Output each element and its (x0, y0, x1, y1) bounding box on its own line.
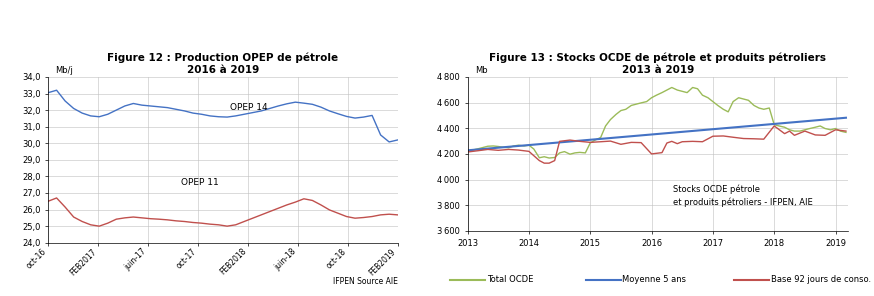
Line: Base 92 jours de conso.: Base 92 jours de conso. (468, 126, 846, 163)
Base 92 jours de conso. (595, 140, 606, 144)
Total OCDE (759, 107, 769, 111)
Base 92 jours de conso. (759, 137, 769, 141)
Text: Stocks OCDE pétrole
et produits pétroliers - IFPEN, AIE: Stocks OCDE pétrole et produits pétrolie… (673, 185, 813, 207)
Base 92 jours de conso. (810, 133, 821, 137)
Base 92 jours de conso. (739, 137, 749, 140)
Base 92 jours de conso. (830, 128, 841, 132)
Base 92 jours de conso. (585, 141, 595, 144)
Base 92 jours de conso. (672, 142, 683, 145)
Base 92 jours de conso. (473, 149, 483, 152)
Base 92 jours de conso. (636, 141, 647, 144)
Base 92 jours de conso. (503, 148, 514, 151)
Total OCDE (462, 149, 473, 153)
Text: Moyenne 5 ans: Moyenne 5 ans (622, 275, 686, 284)
Base 92 jours de conso. (667, 140, 677, 143)
Base 92 jours de conso. (789, 133, 800, 137)
Base 92 jours de conso. (513, 148, 524, 152)
Base 92 jours de conso. (550, 159, 560, 163)
Base 92 jours de conso. (677, 140, 688, 144)
Base 92 jours de conso. (718, 134, 729, 138)
Base 92 jours de conso. (605, 139, 615, 143)
Title: Figure 12 : Production OPEP de pétrole
2016 à 2019: Figure 12 : Production OPEP de pétrole 2… (108, 53, 338, 75)
Total OCDE (841, 131, 851, 134)
Base 92 jours de conso. (656, 151, 667, 155)
Base 92 jours de conso. (749, 137, 760, 141)
Total OCDE (493, 145, 503, 148)
Total OCDE (773, 124, 784, 128)
Base 92 jours de conso. (769, 124, 780, 128)
Base 92 jours de conso. (524, 149, 534, 153)
Base 92 jours de conso. (800, 129, 810, 133)
Line: Total OCDE: Total OCDE (468, 88, 846, 158)
Text: IFPEN Source AIE: IFPEN Source AIE (333, 277, 398, 286)
Base 92 jours de conso. (493, 149, 503, 152)
Base 92 jours de conso. (544, 161, 554, 165)
Base 92 jours de conso. (534, 159, 545, 163)
Base 92 jours de conso. (626, 141, 636, 144)
Total OCDE (667, 86, 677, 89)
Text: Mb/j: Mb/j (55, 66, 73, 75)
Base 92 jours de conso. (728, 136, 739, 139)
Total OCDE (544, 156, 554, 160)
Base 92 jours de conso. (615, 142, 626, 146)
Base 92 jours de conso. (565, 138, 575, 142)
Base 92 jours de conso. (841, 129, 851, 133)
Base 92 jours de conso. (784, 129, 794, 133)
Base 92 jours de conso. (820, 133, 830, 137)
Base 92 jours de conso. (574, 140, 585, 143)
Text: Mb: Mb (475, 66, 488, 75)
Total OCDE (784, 128, 794, 132)
Base 92 jours de conso. (462, 150, 473, 154)
Total OCDE (810, 126, 821, 129)
Base 92 jours de conso. (780, 132, 790, 136)
Base 92 jours de conso. (697, 140, 708, 144)
Base 92 jours de conso. (687, 140, 697, 143)
Text: Base 92 jours de conso.: Base 92 jours de conso. (771, 275, 871, 284)
Text: Total OCDE: Total OCDE (487, 275, 533, 284)
Base 92 jours de conso. (539, 161, 550, 165)
Total OCDE (769, 123, 780, 126)
Base 92 jours de conso. (646, 152, 656, 156)
Text: OPEP 11: OPEP 11 (181, 178, 218, 187)
Base 92 jours de conso. (482, 148, 493, 151)
Base 92 jours de conso. (708, 134, 718, 138)
Base 92 jours de conso. (662, 141, 672, 145)
Title: Figure 13 : Stocks OCDE de pétrole et produits pétroliers
2013 à 2019: Figure 13 : Stocks OCDE de pétrole et pr… (489, 53, 826, 75)
Base 92 jours de conso. (554, 140, 565, 143)
Text: OPEP 14: OPEP 14 (230, 103, 267, 112)
